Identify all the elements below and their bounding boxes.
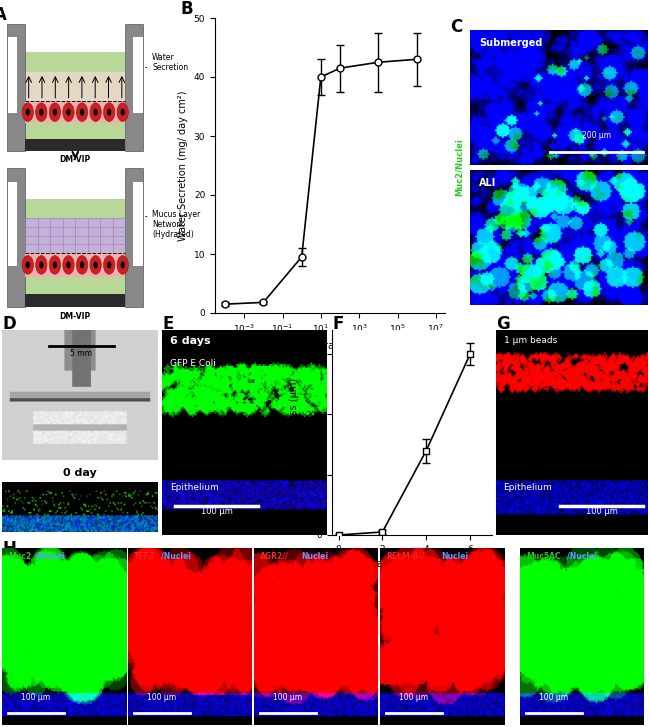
Text: 100 μm: 100 μm bbox=[200, 507, 233, 516]
Circle shape bbox=[76, 256, 88, 274]
Text: DM-VIP: DM-VIP bbox=[60, 155, 91, 164]
Circle shape bbox=[80, 108, 84, 116]
Text: F: F bbox=[332, 315, 343, 333]
Text: D: D bbox=[2, 315, 16, 333]
Bar bbox=[25, 101, 125, 123]
Y-axis label: Water Secretion (mg/ day cm²): Water Secretion (mg/ day cm²) bbox=[178, 90, 188, 241]
Bar bbox=[25, 139, 125, 150]
Text: Water
Secretion: Water Secretion bbox=[146, 52, 188, 72]
Text: 200 μm: 200 μm bbox=[582, 131, 611, 140]
Text: Epithelium: Epithelium bbox=[170, 483, 219, 492]
Text: Muc2: Muc2 bbox=[8, 552, 31, 561]
Circle shape bbox=[107, 108, 111, 116]
Bar bbox=[25, 294, 125, 307]
Text: Nuclei: Nuclei bbox=[301, 552, 328, 561]
Text: Nuclei: Nuclei bbox=[441, 552, 468, 561]
Circle shape bbox=[53, 262, 57, 268]
Text: A: A bbox=[0, 7, 6, 24]
X-axis label: Duration of ALI (days): Duration of ALI (days) bbox=[359, 559, 465, 569]
Text: /Nuclei: /Nuclei bbox=[36, 552, 66, 561]
Text: G: G bbox=[496, 315, 510, 333]
Text: E: E bbox=[162, 315, 174, 333]
Y-axis label: Mucus Thickenss (μm): Mucus Thickenss (μm) bbox=[289, 378, 300, 487]
Text: 0 day: 0 day bbox=[62, 467, 96, 478]
Circle shape bbox=[107, 262, 111, 268]
Circle shape bbox=[90, 256, 101, 274]
Bar bbox=[125, 24, 143, 150]
Text: 100 μm: 100 μm bbox=[273, 694, 302, 702]
Circle shape bbox=[63, 256, 74, 274]
Circle shape bbox=[49, 103, 60, 121]
Bar bbox=[8, 182, 18, 265]
Bar bbox=[25, 52, 125, 150]
Circle shape bbox=[22, 256, 34, 274]
Circle shape bbox=[117, 103, 129, 121]
Circle shape bbox=[76, 103, 88, 121]
Bar bbox=[25, 218, 125, 253]
Bar bbox=[7, 169, 25, 307]
Circle shape bbox=[39, 262, 44, 268]
Text: B: B bbox=[181, 0, 193, 18]
Circle shape bbox=[63, 103, 74, 121]
Circle shape bbox=[94, 108, 98, 116]
Text: DM-VIP: DM-VIP bbox=[60, 312, 91, 321]
Circle shape bbox=[36, 256, 47, 274]
Text: Submerged: Submerged bbox=[479, 38, 542, 48]
Text: 100 μm: 100 μm bbox=[586, 507, 618, 516]
Circle shape bbox=[103, 256, 115, 274]
Text: 100 μm: 100 μm bbox=[539, 694, 568, 702]
Bar bbox=[133, 182, 143, 265]
Text: C: C bbox=[450, 18, 462, 36]
Circle shape bbox=[66, 108, 71, 116]
Circle shape bbox=[120, 108, 125, 116]
Bar bbox=[8, 36, 18, 113]
Text: Muc2/Nuclei: Muc2/Nuclei bbox=[454, 139, 463, 196]
Circle shape bbox=[103, 103, 115, 121]
Circle shape bbox=[80, 262, 84, 268]
Text: Epithelium: Epithelium bbox=[504, 483, 552, 492]
Bar bbox=[25, 253, 125, 277]
Text: /Nuclei: /Nuclei bbox=[161, 552, 191, 561]
Circle shape bbox=[117, 256, 129, 274]
Text: /Nuclei: /Nuclei bbox=[567, 552, 597, 561]
Text: GFP E Coli: GFP E Coli bbox=[170, 358, 216, 368]
Text: TFF3: TFF3 bbox=[134, 552, 155, 561]
Text: 100 μm: 100 μm bbox=[21, 694, 50, 702]
Bar bbox=[125, 169, 143, 307]
Text: RELM-β//: RELM-β// bbox=[386, 552, 424, 561]
Bar bbox=[7, 24, 25, 150]
Bar bbox=[25, 71, 125, 101]
Text: 100 μm: 100 μm bbox=[399, 694, 428, 702]
Bar bbox=[25, 199, 125, 307]
Text: 5 mm: 5 mm bbox=[70, 349, 92, 358]
Circle shape bbox=[66, 262, 71, 268]
Circle shape bbox=[25, 108, 30, 116]
Circle shape bbox=[25, 262, 30, 268]
Text: 6 days: 6 days bbox=[170, 336, 211, 346]
Text: 100 μm: 100 μm bbox=[147, 694, 176, 702]
Circle shape bbox=[49, 256, 60, 274]
Circle shape bbox=[39, 108, 44, 116]
Circle shape bbox=[120, 262, 125, 268]
Text: H: H bbox=[2, 540, 16, 558]
X-axis label: VIP Concentration (pg/mL): VIP Concentration (pg/mL) bbox=[265, 341, 395, 350]
Bar bbox=[133, 36, 143, 113]
Text: ALI: ALI bbox=[479, 178, 496, 188]
Text: Mucus Layer
Network
(Hydrated): Mucus Layer Network (Hydrated) bbox=[146, 209, 200, 239]
Text: Muc5AC: Muc5AC bbox=[526, 552, 561, 561]
Circle shape bbox=[36, 103, 47, 121]
Circle shape bbox=[90, 103, 101, 121]
Circle shape bbox=[22, 103, 34, 121]
Circle shape bbox=[94, 262, 98, 268]
Circle shape bbox=[53, 108, 57, 116]
Text: 1 μm beads: 1 μm beads bbox=[504, 336, 557, 345]
Text: AGR2//: AGR2// bbox=[260, 552, 289, 561]
